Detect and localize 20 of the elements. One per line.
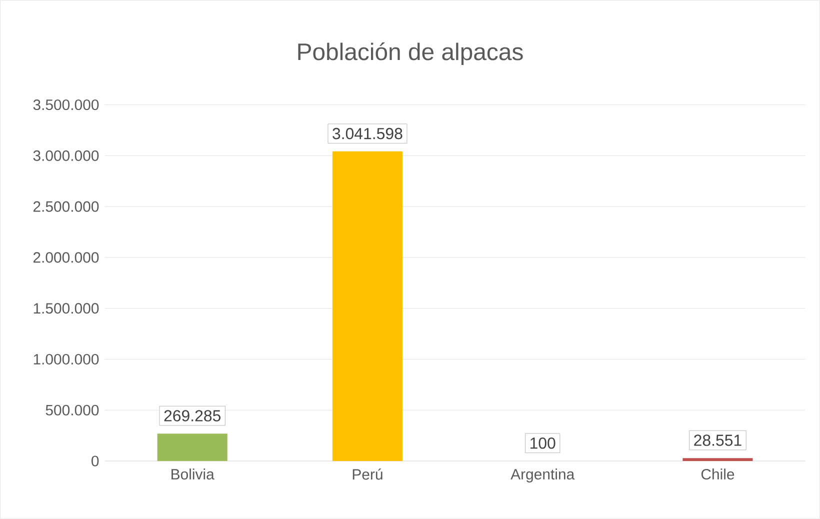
bar <box>332 152 402 462</box>
data-label: 3.041.598 <box>332 128 402 140</box>
y-tick-label: 3.500.000 <box>33 100 99 110</box>
y-tick-label: 1.500.000 <box>34 303 99 314</box>
y-tick-label: 3.000.000 <box>33 150 99 162</box>
bar <box>157 434 228 462</box>
y-tick-label: 500.000 <box>46 404 99 416</box>
data-label: 28.551 <box>694 434 742 446</box>
y-tick-label: 0 <box>92 456 99 466</box>
x-tick-label: Perú <box>352 468 382 480</box>
data-label: 100 <box>530 438 556 449</box>
y-tick-label: 2.500.000 <box>33 201 99 212</box>
x-tick-label: Chile <box>701 468 734 480</box>
y-tick-label: 1.000.000 <box>34 354 99 365</box>
x-tick-label: Bolivia <box>172 468 214 480</box>
chart-title: Población de alpacas <box>298 42 523 66</box>
bar <box>682 458 753 462</box>
x-tick-label: Argentina <box>510 468 575 483</box>
y-tick-label: 2.000.000 <box>33 252 99 263</box>
data-label: 269.285 <box>164 410 220 422</box>
